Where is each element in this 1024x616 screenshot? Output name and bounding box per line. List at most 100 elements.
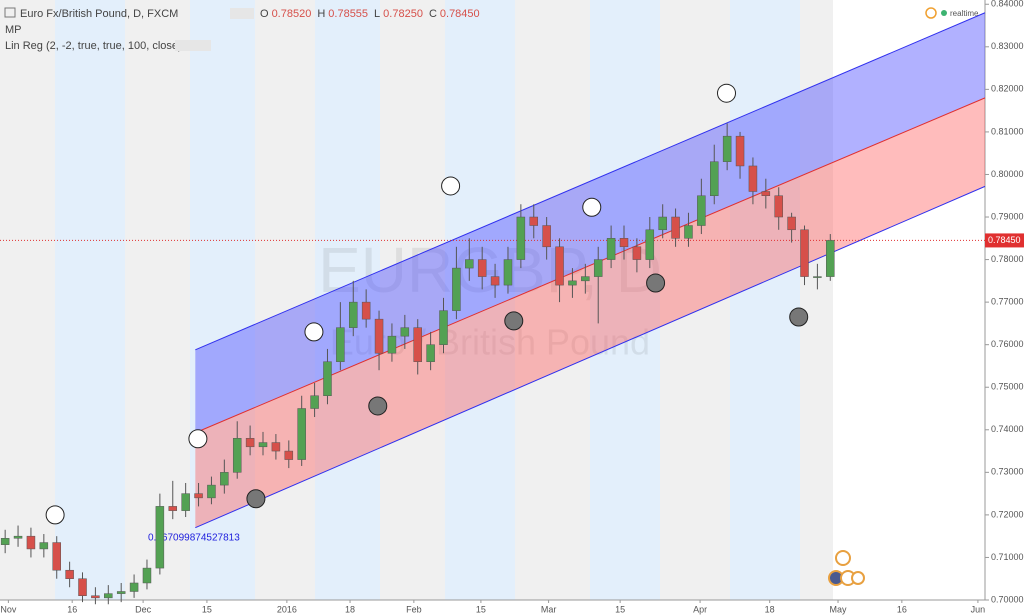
candle-body: [336, 327, 345, 362]
marker: [441, 176, 461, 196]
candle-body: [606, 238, 616, 260]
indicator: MP: [5, 24, 22, 36]
channel-lower: [195, 185, 986, 529]
candle-body: [671, 216, 680, 239]
ohlc-value: 0.78555: [328, 8, 368, 20]
candle-body: [323, 361, 332, 396]
marker: [304, 322, 324, 342]
x-tick-label: 18: [765, 604, 775, 614]
candle-body: [39, 542, 49, 550]
y-tick-label: 0.77000: [991, 297, 1024, 307]
y-tick-label: 0.79000: [991, 211, 1024, 221]
candle-body: [78, 578, 87, 596]
candle-body: [477, 259, 487, 277]
candle-body: [787, 216, 796, 231]
band: [730, 0, 800, 600]
icon: [4, 7, 16, 18]
last-price-box: [985, 233, 1024, 248]
chart-title: Euro Fx/British Pound, D, FXCM: [20, 8, 178, 20]
candle-body: [245, 438, 255, 448]
candle-body: [800, 229, 809, 277]
band: [190, 0, 255, 600]
candle-body: [26, 535, 36, 550]
last-price-label: 0.78450: [988, 235, 1021, 245]
candle-body: [116, 591, 126, 594]
candle-body: [194, 493, 203, 499]
x-tick-label: 16: [67, 604, 77, 614]
x-tick-label: Jun: [971, 604, 986, 614]
candle-body: [413, 327, 422, 362]
candle-body: [593, 259, 603, 277]
candle-body: [684, 225, 693, 239]
x-tick-label: Nov: [0, 604, 17, 614]
candle-body: [271, 442, 281, 452]
marker: [504, 311, 524, 331]
y-tick-label: 0.71000: [991, 552, 1024, 562]
watermark: EURGBP, D: [318, 234, 662, 306]
candle-body: [310, 395, 319, 409]
y-tick-label: 0.72000: [991, 509, 1024, 519]
candle-body: [207, 484, 216, 499]
ohlc-label: O: [260, 8, 269, 20]
marker: [368, 396, 388, 416]
candle-body: [490, 276, 500, 286]
x-tick-label: 2016: [277, 604, 297, 614]
candle-body: [581, 276, 590, 282]
candle-body: [529, 216, 539, 226]
plot: 0.767099874527813: [0, 12, 986, 605]
x-tick-label: Dec: [135, 604, 152, 614]
candle-body: [232, 438, 242, 473]
indicator: Lin Reg (2, -2, true, true, 100, close): [5, 40, 182, 52]
icon: [925, 7, 937, 19]
icon: [230, 8, 254, 19]
candle-body: [658, 216, 667, 231]
candle-body: [65, 569, 74, 579]
y-tick-label: 0.78000: [991, 254, 1024, 264]
channel-upper: [195, 12, 986, 351]
candle-body: [297, 408, 306, 460]
candle-body: [400, 327, 410, 337]
band: [315, 0, 380, 600]
x-tick-label: Feb: [406, 604, 422, 614]
marker: [246, 489, 266, 509]
candle-body: [632, 246, 642, 260]
candle-body: [374, 318, 384, 354]
y-tick-label: 0.74000: [991, 424, 1024, 434]
band: [55, 0, 125, 600]
candle-body: [697, 195, 706, 226]
candle-body: [284, 450, 294, 460]
candle-body: [722, 135, 732, 162]
band: [0, 0, 833, 600]
y-tick-label: 0.76000: [991, 339, 1024, 349]
x-tick-label: 15: [615, 604, 625, 614]
candle-body: [645, 229, 655, 260]
y-tick-label: 0.70000: [991, 594, 1024, 604]
candle-body: [129, 582, 139, 592]
candle-body: [761, 191, 771, 196]
candle-body: [220, 472, 229, 486]
marker: [646, 273, 666, 293]
ohlc-value: 0.78450: [440, 8, 480, 20]
icon: [175, 40, 211, 51]
candle-body: [104, 593, 113, 599]
marker: [789, 307, 809, 327]
y-tick-label: 0.73000: [991, 467, 1024, 477]
ohlc-label: C: [429, 8, 437, 20]
channel-upper-fill: [195, 12, 985, 433]
event-flags: [828, 550, 865, 586]
candle-body: [748, 165, 758, 192]
status: realtime: [950, 9, 979, 18]
marker: [582, 197, 602, 217]
candle-body: [181, 493, 190, 511]
candle-body: [465, 259, 474, 269]
candle-body: [91, 595, 100, 599]
candle-body: [710, 161, 719, 196]
candle-body: [387, 335, 397, 354]
candle-body: [258, 442, 268, 448]
candle-body: [619, 238, 629, 248]
y-tick-label: 0.83000: [991, 41, 1024, 51]
candle-body: [155, 506, 165, 569]
candle-body: [774, 195, 783, 218]
status-dot: [941, 10, 947, 16]
marker: [717, 83, 737, 103]
